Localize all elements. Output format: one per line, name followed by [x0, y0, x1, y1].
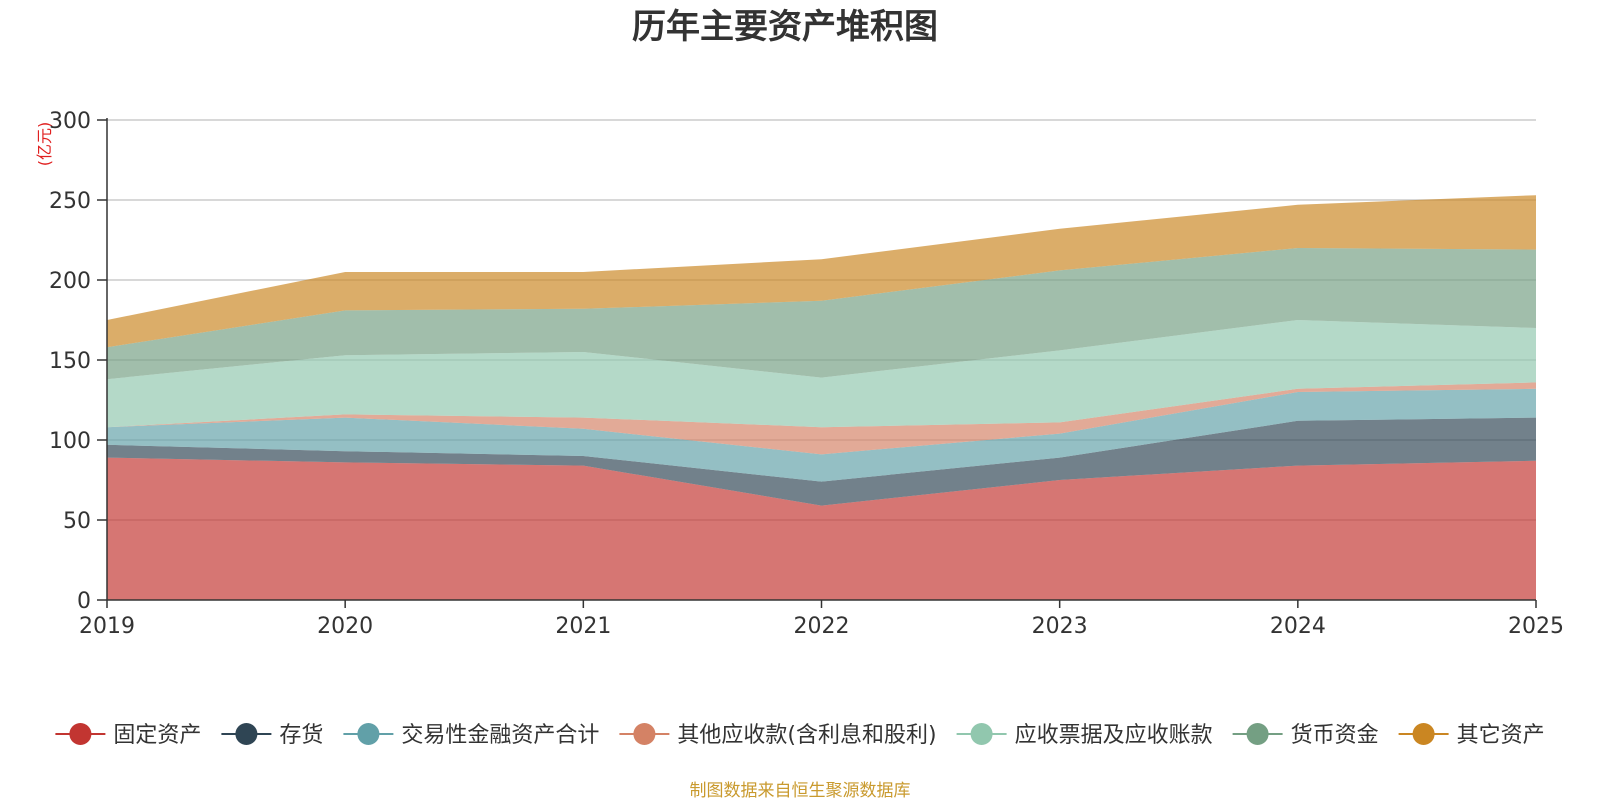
- y-tick-label: 0: [77, 589, 91, 614]
- legend-marker: [1412, 723, 1435, 745]
- area-series-7: [107, 195, 1536, 348]
- y-tick-label: 100: [49, 429, 91, 454]
- legend-item-7[interactable]: 其它资产: [1398, 723, 1545, 748]
- legend-marker: [357, 723, 380, 745]
- legend-marker: [235, 723, 258, 745]
- y-tick-label: 200: [49, 269, 91, 294]
- y-tick-label: 300: [49, 109, 91, 134]
- legend-item-1[interactable]: 固定资产: [55, 723, 201, 748]
- legend-item-5[interactable]: 应收票据及应收账款: [956, 723, 1213, 748]
- legend-marker: [69, 723, 92, 745]
- data-source-note: 制图数据来自恒生聚源数据库: [690, 781, 911, 800]
- legend-marker: [970, 723, 993, 745]
- x-tick-label: 2025: [1508, 614, 1564, 639]
- y-tick-label: 150: [49, 349, 91, 374]
- area-series-2: [107, 417, 1536, 506]
- area-series-5: [107, 320, 1536, 428]
- chart-title: 历年主要资产堆积图: [632, 7, 938, 47]
- legend-item-2[interactable]: 存货: [221, 723, 323, 748]
- legend-item-4[interactable]: 其他应收款(含利息和股利): [619, 723, 937, 748]
- x-tick-label: 2024: [1270, 614, 1326, 639]
- x-tick-label: 2020: [317, 614, 373, 639]
- legend-label: 货币资金: [1291, 723, 1379, 748]
- x-tick-label: 2021: [555, 614, 611, 639]
- area-series-1: [107, 457, 1536, 600]
- legend-label: 其他应收款(含利息和股利): [677, 723, 936, 748]
- y-axis-unit-label: (亿元): [35, 122, 54, 167]
- area-series-6: [107, 248, 1536, 380]
- y-tick-label: 250: [49, 189, 91, 214]
- legend-marker: [1246, 723, 1269, 745]
- y-tick-label: 50: [63, 509, 91, 534]
- area-series-3: [107, 388, 1536, 482]
- x-tick-label: 2023: [1032, 614, 1088, 639]
- axes: 0 50 100 150 200 250 300 2019 2020 2021 2022 2023 20…: [49, 109, 1564, 639]
- legend-label: 存货: [279, 723, 323, 748]
- area-series-layer: [107, 195, 1536, 600]
- legend-label: 固定资产: [113, 723, 201, 748]
- x-tick-label: 2022: [794, 614, 850, 639]
- legend-marker: [633, 723, 656, 745]
- legend[interactable]: 固定资产 存货 交易性金融资产合计 其他应收款(含利息和股利) 应收票据及应收账款 货币资…: [55, 723, 1545, 748]
- legend-label: 交易性金融资产合计: [401, 723, 599, 748]
- legend-label: 应收票据及应收账款: [1015, 723, 1213, 748]
- legend-item-3[interactable]: 交易性金融资产合计: [343, 723, 599, 748]
- legend-label: 其它资产: [1457, 723, 1545, 748]
- x-tick-label: 2019: [79, 614, 135, 639]
- area-series-4: [107, 382, 1536, 455]
- legend-item-6[interactable]: 货币资金: [1232, 723, 1379, 748]
